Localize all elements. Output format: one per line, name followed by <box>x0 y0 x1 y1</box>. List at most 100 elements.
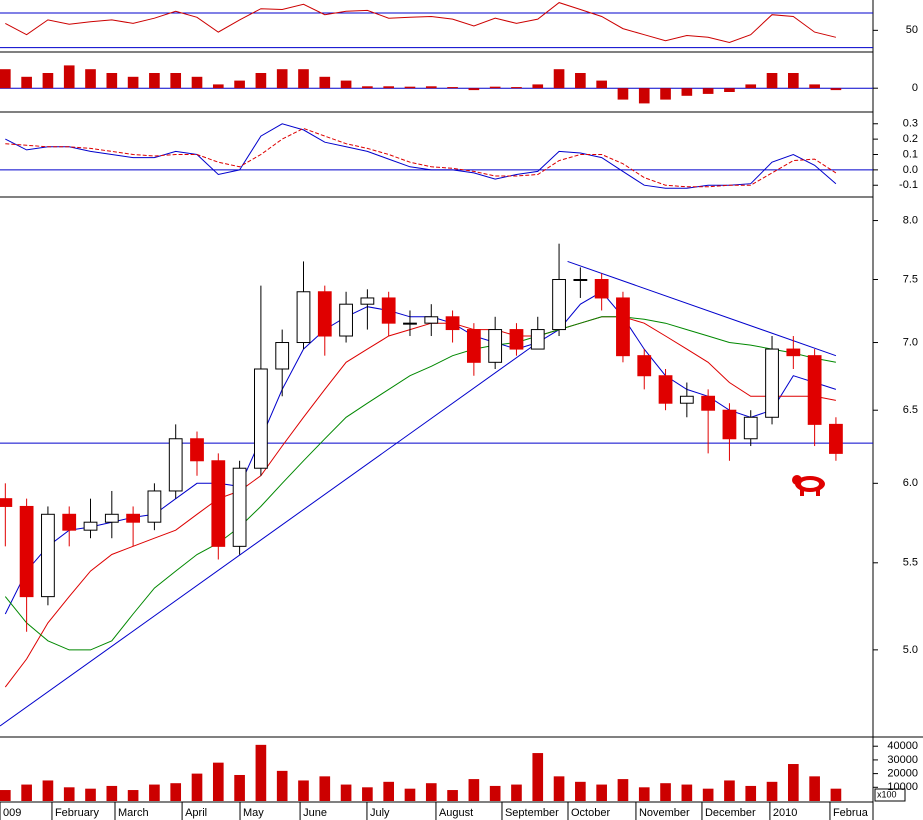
candle-body <box>360 297 375 305</box>
y-tick-label: 0.0 <box>903 164 918 176</box>
bar <box>234 80 245 89</box>
bar <box>638 787 650 801</box>
candle-body <box>126 513 140 523</box>
y-tick-label: 6.0 <box>903 477 918 489</box>
trendline <box>0 342 539 727</box>
x-tick-label: 2010 <box>773 807 797 819</box>
bar <box>340 784 352 801</box>
candle-body <box>168 438 183 492</box>
bar <box>127 790 139 801</box>
bar <box>340 80 352 89</box>
bar <box>830 788 842 801</box>
bar <box>788 764 799 801</box>
bar <box>638 88 650 104</box>
bar <box>468 779 480 801</box>
x-tick-label: September <box>505 807 559 819</box>
bar <box>63 787 75 801</box>
bar <box>42 73 54 89</box>
candle-body <box>701 395 716 411</box>
y-tick-label: 8.0 <box>903 214 918 226</box>
candle-body <box>19 505 34 598</box>
bar <box>383 781 395 801</box>
bar <box>234 774 245 801</box>
bar <box>596 784 607 801</box>
bar <box>617 779 629 801</box>
bar <box>42 780 54 801</box>
candle-body <box>594 279 609 299</box>
bar <box>468 88 480 91</box>
candle-body <box>573 279 588 282</box>
y-tick-label: 5.0 <box>903 644 918 656</box>
y-tick-label: 7.0 <box>903 336 918 348</box>
bar <box>404 86 416 89</box>
candle-body <box>637 355 652 377</box>
bar <box>788 73 799 89</box>
x-tick-label: Februa <box>833 807 869 819</box>
bar <box>489 785 501 801</box>
x-tick-label: August <box>439 807 473 819</box>
bar <box>383 86 395 89</box>
x-tick-label: November <box>639 807 690 819</box>
candle-body <box>83 521 98 531</box>
bar <box>298 69 309 89</box>
candle-body <box>296 291 311 344</box>
bar <box>724 88 735 92</box>
multiplier-box <box>874 788 906 802</box>
candle-body <box>807 355 822 425</box>
bar <box>85 788 96 801</box>
candle-body <box>466 329 481 363</box>
bar <box>596 80 607 89</box>
candle-body <box>403 322 417 325</box>
bar <box>809 84 820 89</box>
bar <box>660 88 671 100</box>
bar <box>212 84 224 89</box>
x-tick-label: March <box>118 807 149 819</box>
y-tick-label: 50 <box>906 24 918 36</box>
candle-body <box>552 279 566 331</box>
bar <box>575 781 586 801</box>
bar <box>21 784 32 801</box>
bar <box>212 762 224 801</box>
x-tick-label: July <box>370 807 390 819</box>
y-tick-label: -0.1 <box>899 179 918 191</box>
bar <box>170 783 182 801</box>
y-tick-label: 0.1 <box>903 148 918 160</box>
bar <box>553 776 565 801</box>
candle-body <box>658 375 673 404</box>
axis-multiplier: x100 <box>877 789 897 799</box>
x-tick-label: 009 <box>3 807 21 819</box>
bar <box>127 76 139 89</box>
candle-body <box>743 416 758 440</box>
x-tick-label: May <box>243 807 264 819</box>
candle-body <box>509 329 524 350</box>
candle-body <box>445 316 460 331</box>
bar <box>404 788 416 801</box>
bar <box>276 770 288 801</box>
bar <box>362 86 373 89</box>
y-tick-label: 6.5 <box>903 404 918 416</box>
bar <box>766 781 778 801</box>
bar <box>575 73 586 89</box>
x-tick-label: April <box>185 807 207 819</box>
bar <box>532 84 544 89</box>
y-tick-label: 0 <box>912 82 918 94</box>
bar <box>63 65 75 89</box>
bar <box>681 88 693 96</box>
bar <box>830 88 842 91</box>
bar <box>511 87 522 89</box>
candle-body <box>381 297 396 324</box>
candle-body <box>62 513 77 531</box>
candle-body <box>190 438 204 462</box>
bar <box>0 69 11 89</box>
y-tick-label: 5.5 <box>903 557 918 569</box>
bar <box>149 784 160 801</box>
y-tick-label: 7.5 <box>903 273 918 285</box>
bar <box>276 69 288 89</box>
bar <box>319 76 331 89</box>
x-tick-label: October <box>571 807 610 819</box>
candle-body <box>104 513 119 523</box>
candle-body <box>0 498 13 507</box>
series-line <box>4 316 836 688</box>
